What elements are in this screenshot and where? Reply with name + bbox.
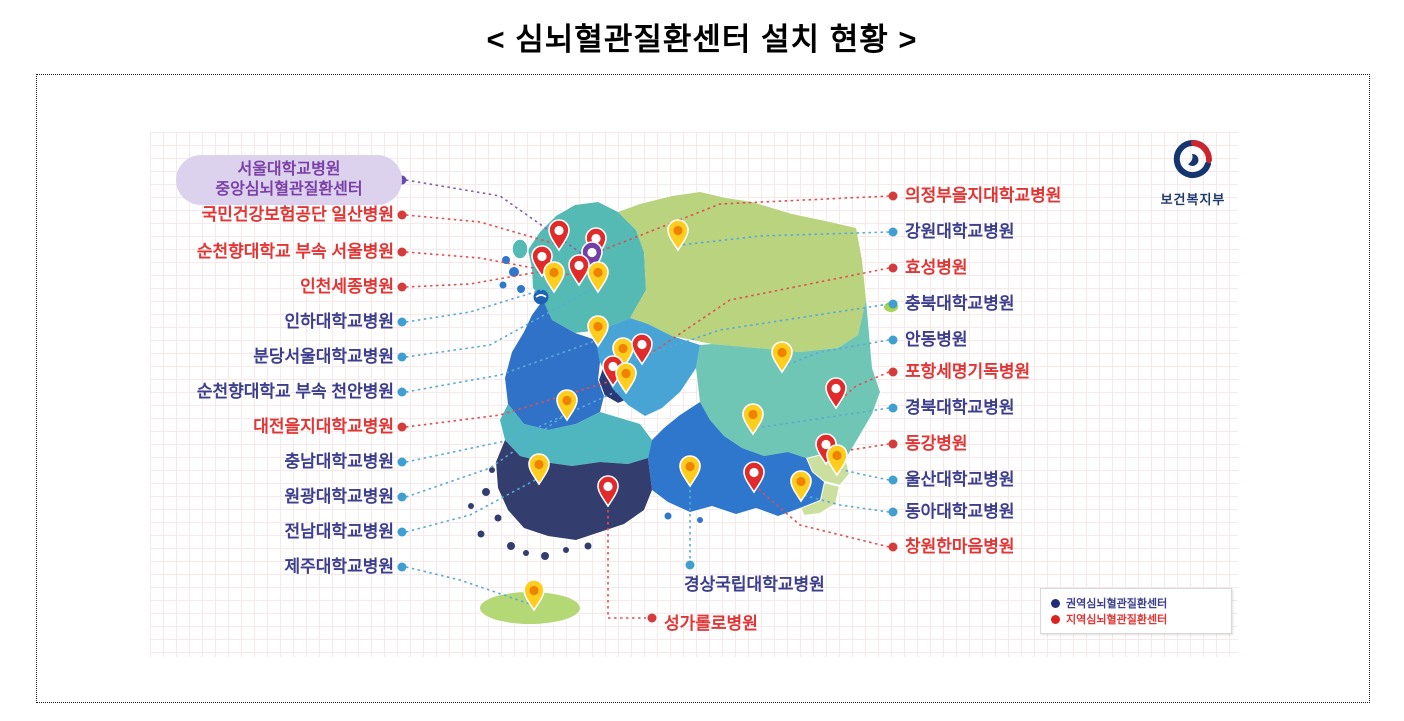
- hospital-label-chungbuk: 충북대학교병원: [905, 294, 1015, 313]
- hospital-label-ulsan: 울산대학교병원: [905, 470, 1015, 489]
- legend-local-label: 지역심뇌혈관질환센터: [1066, 614, 1168, 626]
- leader-incheon-sejong: [405, 271, 539, 288]
- local-dot-icon: [1051, 614, 1060, 624]
- leader-ulsan: [838, 468, 890, 481]
- mohw-symbol-icon: [1173, 140, 1213, 179]
- leader-uijeongbu: [597, 195, 890, 253]
- leader-daejeon-eulji: [405, 380, 612, 428]
- leader-central: [405, 179, 589, 259]
- hospital-label-wonkwang: 원광대학교병원: [284, 487, 394, 506]
- hospital-label-uijeongbu: 의정부을지대학교병원: [905, 186, 1062, 205]
- hospital-label-inha: 인하대학교병원: [284, 312, 394, 331]
- leader-bundang: [405, 286, 596, 358]
- hospital-label-ilsan: 국민건강보험공단 일산병원: [201, 205, 394, 224]
- leader-lines: [405, 179, 890, 619]
- hospital-label-chonnam: 전남대학교병원: [284, 522, 394, 541]
- hospital-label-daejeon-eulji: 대전을지대학교병원: [253, 417, 394, 436]
- legend-row-hub: 권역심뇌혈관질환센터: [1051, 595, 1221, 611]
- hospital-label-changwon: 창원한마음병원: [905, 537, 1015, 556]
- legend: 권역심뇌혈관질환센터 지역심뇌혈관질환센터: [1040, 588, 1232, 634]
- hospital-label-andong: 안동병원: [905, 330, 968, 349]
- hospital-label-dong-a: 동아대학교병원: [905, 502, 1015, 521]
- leader-changwon: [755, 486, 890, 548]
- label-dots: [397, 175, 898, 623]
- leader-chonnam: [405, 478, 538, 533]
- hospital-label-incheon-sejong: 인천세종병원: [300, 277, 394, 296]
- mohw-logo-text: 보건복지부: [1160, 192, 1226, 207]
- region-busan: [799, 481, 841, 517]
- hospital-label-donggang: 동강병원: [905, 434, 968, 453]
- leader-dong-a: [802, 494, 890, 513]
- hospital-label-hyosung: 효성병원: [905, 258, 968, 277]
- leader-inha: [405, 286, 552, 323]
- mohw-logo: 보건복지부: [1148, 140, 1238, 208]
- legend-hub-label: 권역심뇌혈관질환센터: [1066, 598, 1168, 610]
- hospital-label-st-carollo: 성가롤로병원: [664, 614, 758, 633]
- leader-kangwon: [680, 231, 890, 246]
- central-center-line1: 서울대학교병원: [237, 161, 341, 178]
- hospital-label-kangwon: 강원대학교병원: [905, 222, 1015, 241]
- leader-kyungpook: [755, 407, 890, 429]
- right-label-column: 의정부을지대학교병원 강원대학교병원 효성병원 충북대학교병원 안동병원 포항세…: [905, 0, 1235, 721]
- hub-dot-icon: [1051, 598, 1060, 608]
- hospital-label-sch-seoul: 순천향대학교 부속 서울병원: [196, 242, 394, 261]
- islands: [468, 238, 703, 560]
- central-center-line2: 중앙심뇌혈관질환센터: [215, 181, 363, 198]
- leader-hyosung: [643, 267, 890, 359]
- left-label-column: 국민건강보험공단 일산병원 순천향대학교 부속 서울병원 인천세종병원 인하대학…: [0, 0, 394, 721]
- hospital-label-kyungpook: 경북대학교병원: [905, 398, 1015, 417]
- leader-wonkwang: [405, 414, 566, 498]
- central-center-label: 서울대학교병원 중앙심뇌혈관질환센터: [176, 155, 402, 205]
- hospital-label-pohang: 포항세명기독병원: [905, 362, 1031, 381]
- hospital-label-gyeongsang: 경상국립대학교병원: [684, 575, 825, 594]
- hospital-label-sch-cheonan: 순천향대학교 부속 천안병원: [196, 382, 394, 401]
- leader-st-carollo: [607, 510, 646, 619]
- hospital-label-bundang: 분당서울대학교병원: [253, 347, 394, 366]
- hospital-label-chungnam: 충남대학교병원: [284, 452, 394, 471]
- leader-sch-cheonan: [405, 340, 596, 393]
- page-title: < 심뇌혈관질환센터 설치 현황 >: [486, 22, 918, 57]
- leader-ilsan: [405, 214, 557, 245]
- leader-jeju: [405, 566, 531, 605]
- hospital-label-jeju: 제주대학교병원: [284, 557, 394, 576]
- legend-row-local: 지역심뇌혈관질환센터: [1051, 611, 1221, 627]
